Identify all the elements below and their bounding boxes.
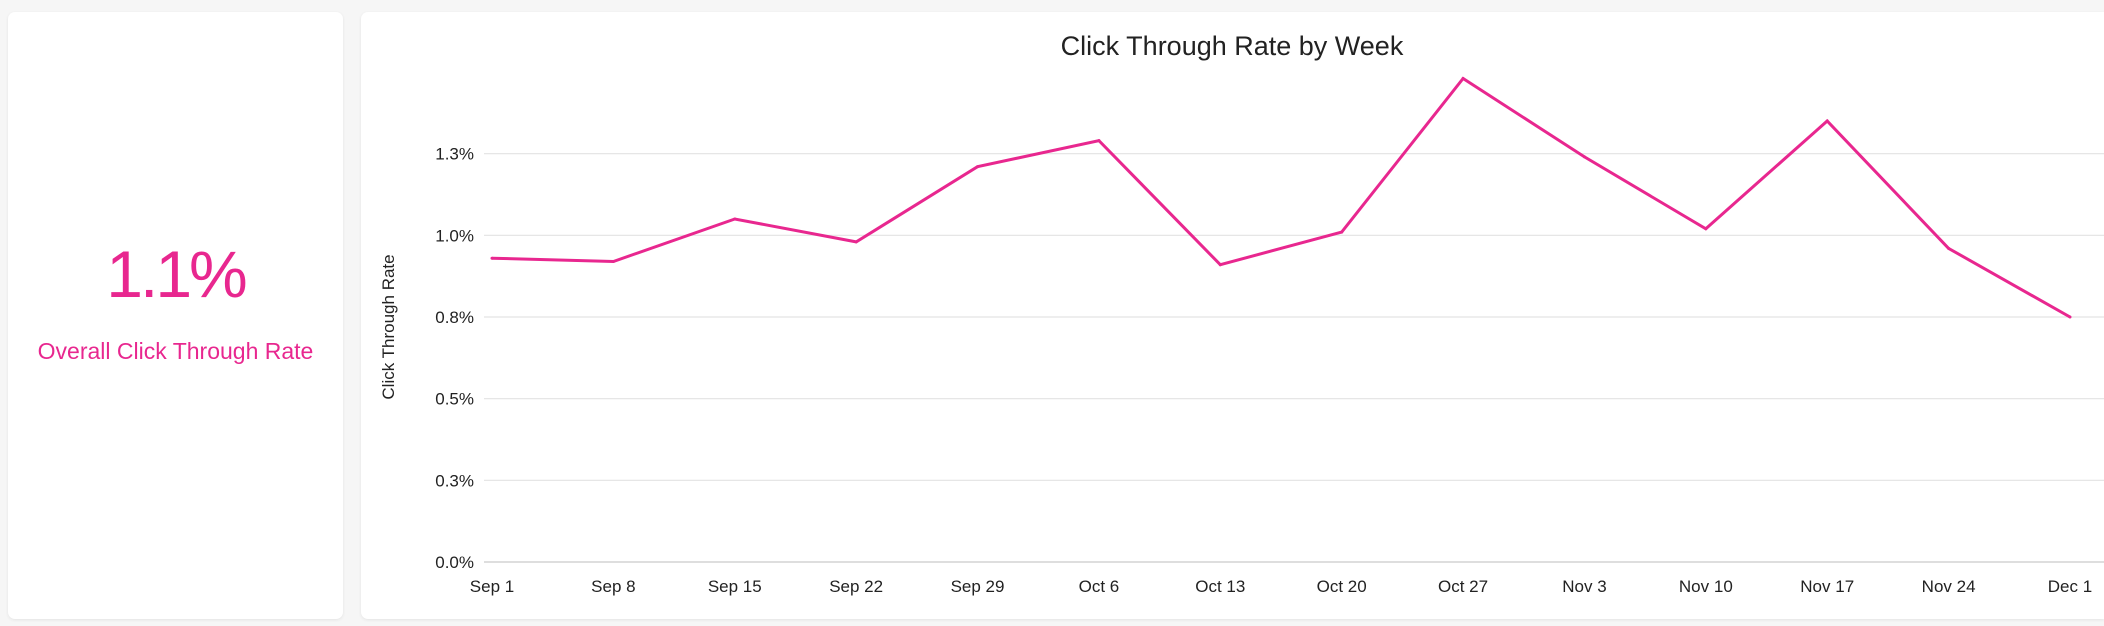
data-point[interactable] bbox=[1340, 230, 1344, 234]
y-axis-label: Click Through Rate bbox=[379, 254, 398, 399]
data-point[interactable] bbox=[976, 165, 980, 169]
x-tick-label: Nov 17 bbox=[1800, 577, 1854, 596]
data-point[interactable] bbox=[1704, 227, 1708, 231]
grid-layer bbox=[484, 153, 2104, 563]
data-point[interactable] bbox=[1097, 139, 1101, 143]
chart-card: Click Through Rate by Week Click Through… bbox=[361, 12, 2104, 619]
line-chart: Click Through Rate by Week Click Through… bbox=[379, 31, 2104, 596]
data-point[interactable] bbox=[733, 217, 737, 221]
x-tick-label: Oct 6 bbox=[1079, 577, 1120, 596]
data-point[interactable] bbox=[2068, 315, 2072, 319]
x-tick-label: Nov 24 bbox=[1922, 577, 1976, 596]
y-tick-label: 0.5% bbox=[435, 390, 474, 409]
y-tick-labels: 0.0% 0.3% 0.5% 0.8% 1.0% 1.3% bbox=[435, 145, 474, 572]
x-tick-label: Sep 15 bbox=[708, 577, 762, 596]
x-tick-label: Sep 22 bbox=[829, 577, 883, 596]
y-tick-label: 1.3% bbox=[435, 145, 474, 164]
x-tick-label: Nov 3 bbox=[1562, 577, 1606, 596]
kpi-value: 1.1% bbox=[106, 237, 247, 311]
series-layer bbox=[490, 76, 2072, 319]
x-tick-label: Oct 13 bbox=[1195, 577, 1245, 596]
data-point[interactable] bbox=[611, 259, 615, 263]
kpi-card: 1.1% Overall Click Through Rate bbox=[8, 12, 343, 619]
kpi-label: Overall Click Through Rate bbox=[37, 338, 314, 364]
x-tick-label: Dec 1 bbox=[2048, 577, 2092, 596]
data-point[interactable] bbox=[1582, 155, 1586, 159]
x-tick-label: Sep 1 bbox=[470, 577, 514, 596]
x-tick-label: Oct 20 bbox=[1317, 577, 1367, 596]
data-point[interactable] bbox=[1947, 246, 1951, 250]
data-point[interactable] bbox=[1218, 263, 1222, 267]
x-tick-label: Nov 10 bbox=[1679, 577, 1733, 596]
y-tick-label: 1.0% bbox=[435, 226, 474, 245]
y-tick-label: 0.8% bbox=[435, 308, 474, 327]
data-point[interactable] bbox=[1825, 119, 1829, 123]
y-tick-label: 0.0% bbox=[435, 553, 474, 572]
data-point[interactable] bbox=[854, 240, 858, 244]
data-point[interactable] bbox=[490, 256, 494, 260]
chart-title: Click Through Rate by Week bbox=[1061, 31, 1404, 61]
y-tick-label: 0.3% bbox=[435, 471, 474, 490]
data-point[interactable] bbox=[1461, 77, 1465, 81]
x-tick-label: Oct 27 bbox=[1438, 577, 1488, 596]
series-line bbox=[491, 76, 2071, 319]
x-tick-labels: Sep 1 Sep 8 Sep 15 Sep 22 Sep 29 Oct 6 Oct 13 O… bbox=[470, 577, 2092, 596]
x-tick-label: Sep 8 bbox=[591, 577, 635, 596]
x-tick-label: Sep 29 bbox=[951, 577, 1005, 596]
